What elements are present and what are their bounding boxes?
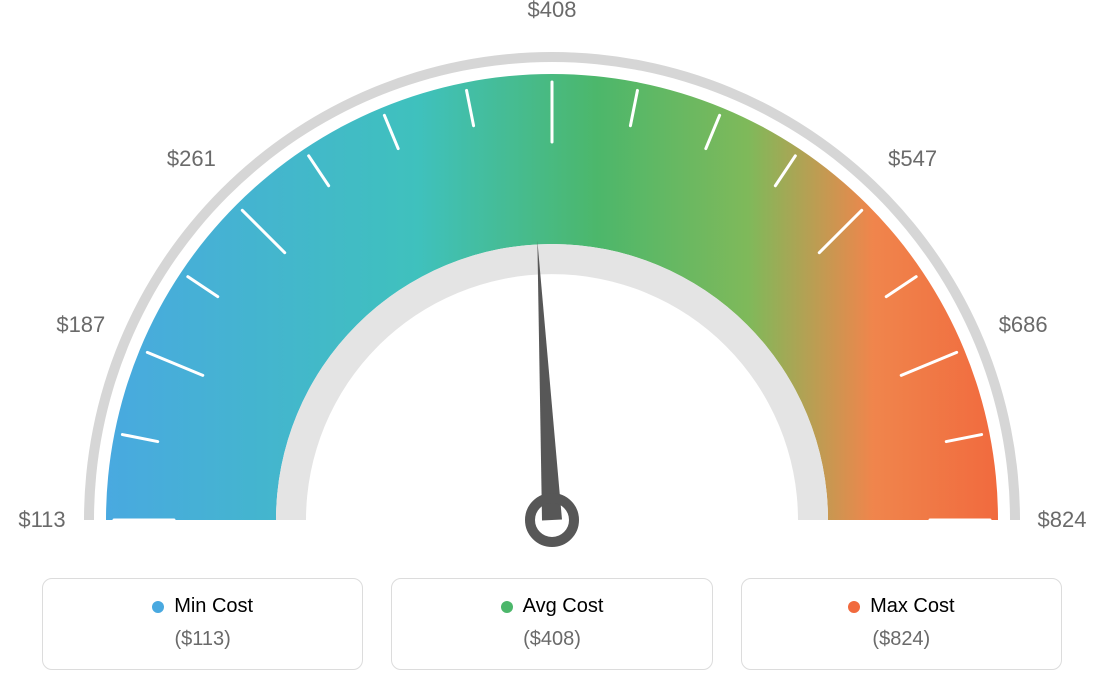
legend-label-min: Min Cost	[174, 595, 253, 618]
tick-label: $547	[888, 146, 937, 172]
legend-title-max: Max Cost	[752, 595, 1051, 618]
legend-label-max: Max Cost	[870, 595, 954, 618]
gauge-svg	[0, 0, 1104, 560]
tick-label: $408	[528, 0, 577, 23]
legend-dot-avg	[501, 601, 513, 613]
legend-row: Min Cost ($113) Avg Cost ($408) Max Cost…	[42, 578, 1062, 670]
tick-label: $187	[56, 312, 105, 338]
legend-card-avg: Avg Cost ($408)	[391, 578, 712, 670]
legend-value-min: ($113)	[53, 628, 352, 651]
legend-value-max: ($824)	[752, 628, 1051, 651]
legend-title-min: Min Cost	[53, 595, 352, 618]
legend-label-avg: Avg Cost	[523, 595, 604, 618]
legend-card-max: Max Cost ($824)	[741, 578, 1062, 670]
legend-dot-max	[848, 601, 860, 613]
tick-label: $113	[18, 507, 65, 533]
needle	[537, 240, 562, 520]
tick-label: $261	[167, 146, 216, 172]
tick-label: $824	[1038, 507, 1087, 533]
gauge-container: $113 $187 $261 $408 $547 $686 $824	[0, 0, 1104, 560]
legend-title-avg: Avg Cost	[402, 595, 701, 618]
legend-dot-min	[152, 601, 164, 613]
legend-value-avg: ($408)	[402, 628, 701, 651]
legend-card-min: Min Cost ($113)	[42, 578, 363, 670]
tick-label: $686	[999, 312, 1048, 338]
